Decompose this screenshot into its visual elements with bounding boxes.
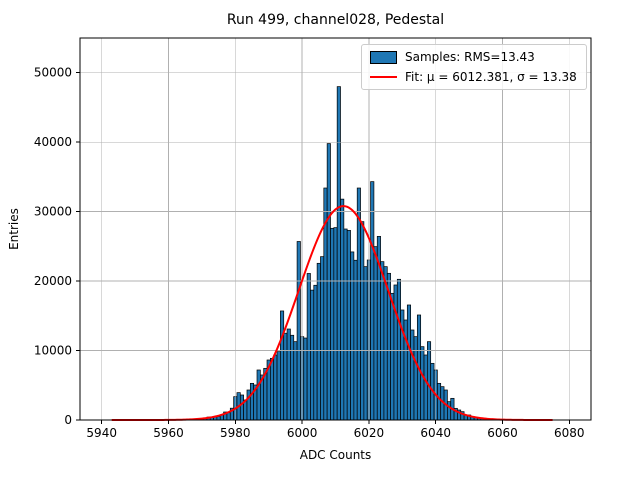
samples-swatch-icon: [370, 50, 397, 64]
y-tick-label: 0: [64, 413, 72, 427]
histogram-bar: [239, 394, 244, 421]
histogram-bar: [293, 341, 298, 421]
histogram-bar: [383, 266, 388, 421]
histogram-bar: [296, 241, 301, 421]
legend-entry-fit: Fit: μ = 6012.381, σ = 13.38: [370, 70, 577, 84]
histogram-bar: [310, 289, 315, 421]
histogram-bar: [427, 341, 432, 421]
x-axis-label: ADC Counts: [299, 448, 372, 462]
histogram-bar: [393, 284, 398, 421]
histogram-bar: [343, 228, 348, 421]
histogram-bar: [246, 389, 251, 421]
x-tick-label: 5960: [153, 426, 184, 440]
histogram-bar: [306, 273, 311, 421]
x-tick-label: 6000: [287, 426, 318, 440]
histogram-bar: [406, 304, 411, 421]
histogram-bar: [256, 369, 261, 421]
histogram-bar: [360, 221, 365, 421]
histogram-bar: [390, 292, 395, 421]
histogram-bar: [249, 382, 255, 421]
histogram-bar: [290, 334, 295, 421]
x-tick-label: 6060: [487, 426, 518, 440]
histogram-bar: [330, 227, 335, 421]
x-tick-label: 6020: [354, 426, 385, 440]
histogram-bar: [276, 351, 281, 421]
fit-line-swatch-icon: [370, 75, 397, 79]
histogram-bar: [226, 412, 231, 421]
histogram-bar: [413, 336, 418, 421]
histogram-bar: [350, 251, 355, 421]
x-tick-label: 5980: [220, 426, 251, 440]
histogram-bar: [273, 354, 278, 421]
y-tick-label: 40000: [34, 135, 72, 149]
histogram-bar: [283, 332, 288, 421]
histogram-bar: [363, 266, 368, 421]
histogram-bar: [356, 187, 361, 421]
histogram-bar: [346, 230, 351, 421]
y-tick-label: 50000: [34, 66, 72, 80]
legend-samples-label: Samples: RMS=13.43: [405, 50, 535, 64]
histogram-bar: [333, 227, 338, 421]
x-tick-label: 6080: [554, 426, 585, 440]
y-axis-label: Entries: [7, 208, 21, 250]
legend-entry-samples: Samples: RMS=13.43: [370, 50, 577, 64]
histogram-bar: [326, 143, 331, 421]
histogram-bar: [437, 382, 442, 421]
histogram-bar: [396, 278, 401, 421]
legend: Samples: RMS=13.43 Fit: μ = 6012.381, σ …: [361, 44, 587, 90]
histogram-bar: [447, 401, 452, 421]
plot-border: [79, 37, 592, 421]
histogram-bar: [336, 86, 341, 421]
x-tick-label: 6040: [420, 426, 451, 440]
legend-fit-label: Fit: μ = 6012.381, σ = 13.38: [405, 70, 577, 84]
y-tick-label: 20000: [34, 274, 72, 288]
histogram-bar: [410, 329, 415, 421]
histogram-bar: [313, 284, 318, 421]
chart-title: Run 499, channel028, Pedestal: [226, 12, 445, 28]
histogram-bar: [353, 259, 358, 421]
histogram-bar: [373, 246, 378, 421]
x-tick-label: 5940: [86, 426, 117, 440]
histogram-bar: [380, 261, 385, 421]
histogram-bar: [280, 310, 285, 421]
histogram-bar: [270, 357, 275, 421]
y-tick-label: 30000: [34, 205, 72, 219]
histogram-bar: [370, 181, 375, 421]
histogram-bar: [286, 328, 291, 421]
histogram-bar: [423, 354, 428, 421]
histogram-bar: [340, 198, 345, 421]
histogram-bar: [420, 346, 425, 421]
histogram-bar: [316, 262, 321, 421]
y-tick-label: 10000: [34, 344, 72, 358]
